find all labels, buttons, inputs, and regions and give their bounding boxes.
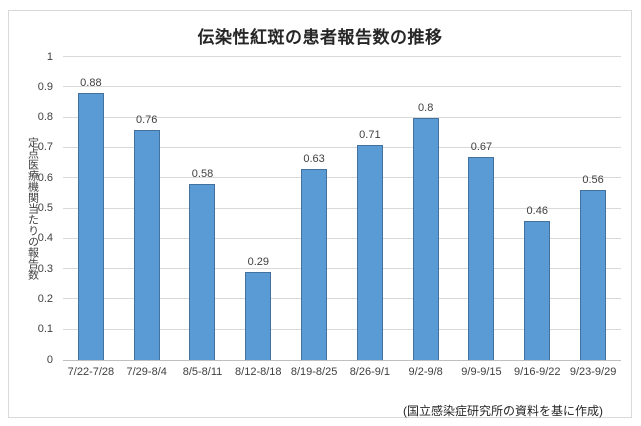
y-axis-title-text: 定点医療機関当たりの報告数 (26, 137, 39, 280)
bar-value-label: 0.71 (359, 128, 381, 141)
y-axis-title: 定点医療機関当たりの報告数 (23, 57, 41, 360)
x-tick-label: 9/16-9/22 (514, 366, 561, 378)
bar-value-label: 0.88 (80, 77, 102, 90)
source-note: (国立感染症研究所の資料を基に作成) (403, 404, 603, 418)
gridline (63, 237, 621, 239)
gridline (63, 146, 621, 148)
gridline (63, 328, 621, 330)
x-tick-label: 8/12-8/18 (235, 366, 282, 378)
x-axis-line (63, 360, 621, 361)
x-tick-label: 9/23-9/29 (569, 366, 617, 378)
bar-column: 0.58 (175, 57, 231, 360)
x-tick-label: 7/22-7/28 (67, 366, 115, 378)
y-tick-label: 0.8 (37, 111, 53, 124)
bar (301, 169, 328, 360)
y-tick-label: 0.4 (37, 232, 53, 245)
bar (412, 117, 439, 360)
bar-series: 0.88 0.76 0.58 0.29 0.63 0.71 0.8 0.67 0.46 0.56 (63, 57, 621, 360)
bar-column: 0.56 (565, 57, 621, 360)
x-axis-tick-labels: 7/22-7/28 7/29-8/4 8/5-8/11 8/12-8/18 8/19-8… (63, 366, 621, 378)
y-tick-label: 1 (46, 50, 53, 63)
y-tick-label: 0.9 (37, 80, 53, 93)
x-tick-label: 9/2-9/8 (408, 366, 443, 378)
x-tick-label: 8/19-8/25 (290, 366, 338, 378)
bar-value-label: 0.56 (582, 174, 604, 187)
bar (580, 190, 607, 360)
x-tick-label: 7/29-8/4 (126, 366, 167, 378)
bar-value-label: 0.46 (526, 204, 548, 217)
gridline (63, 207, 621, 209)
bar-value-label: 0.63 (303, 153, 325, 166)
bar (189, 184, 216, 360)
y-tick-label: 0.2 (37, 292, 53, 305)
gridline (63, 116, 621, 118)
bar-value-label: 0.58 (191, 168, 214, 181)
bar-column: 0.46 (509, 57, 565, 360)
bar (524, 220, 551, 360)
gridline (63, 268, 621, 270)
bar-column: 0.88 (63, 57, 119, 360)
bar (245, 272, 272, 360)
gridline (63, 177, 621, 179)
bar-column: 0.71 (342, 57, 398, 360)
gridline (63, 86, 621, 88)
bar-column: 0.63 (286, 57, 342, 360)
y-tick-label: 0.7 (37, 141, 53, 154)
y-tick-label: 0.6 (37, 171, 53, 184)
y-tick-label: 0.5 (37, 202, 53, 214)
gridline (63, 298, 621, 300)
y-tick-label: 0.1 (37, 323, 53, 336)
bar-column: 0.29 (230, 57, 286, 360)
bar-column: 0.67 (454, 57, 510, 360)
bar-column: 0.76 (119, 57, 175, 360)
x-tick-label: 8/26-9/1 (349, 366, 391, 378)
x-tick-label: 9/9-9/15 (461, 366, 502, 378)
y-tick-label: 0 (46, 353, 53, 366)
chart-frame: 伝染性紅斑の患者報告数の推移 定点医療機関当たりの報告数 1 0.9 0.8 0.7 0… (8, 10, 632, 418)
gridline (63, 56, 621, 57)
bar-value-label: 0.8 (418, 101, 434, 114)
bar (77, 93, 104, 360)
bar-value-label: 0.67 (470, 141, 493, 153)
bar (468, 157, 495, 360)
y-tick-label: 0.3 (37, 262, 53, 275)
bar-value-label: 0.29 (247, 256, 269, 269)
bar-column: 0.8 (398, 57, 454, 360)
bar-value-label: 0.76 (135, 113, 158, 126)
y-axis-tick-labels: 1 0.9 0.8 0.7 0.6 0.5 0.4 0.3 0.2 0.1 0 (9, 51, 57, 366)
x-tick-label: 8/5-8/11 (182, 366, 223, 378)
bar (133, 129, 160, 360)
chart-title: 伝染性紅斑の患者報告数の推移 (197, 28, 443, 47)
plot-area: 0.88 0.76 0.58 0.29 0.63 0.71 0.8 0.67 0.46 0.56 (63, 56, 621, 361)
bar (356, 144, 383, 360)
